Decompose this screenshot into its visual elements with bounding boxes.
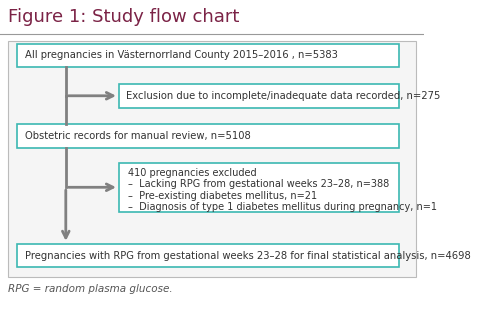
FancyBboxPatch shape	[9, 41, 416, 277]
Text: RPG = random plasma glucose.: RPG = random plasma glucose.	[9, 284, 173, 294]
FancyBboxPatch shape	[119, 84, 399, 108]
Text: Pregnancies with RPG from gestational weeks 23–28 for final statistical analysis: Pregnancies with RPG from gestational we…	[25, 251, 470, 260]
Text: Obstetric records for manual review, n=5108: Obstetric records for manual review, n=5…	[25, 131, 250, 141]
Text: –  Diagnosis of type 1 diabetes mellitus during pregnancy, n=1: – Diagnosis of type 1 diabetes mellitus …	[128, 202, 437, 212]
Text: –  Pre-existing diabetes mellitus, n=21: – Pre-existing diabetes mellitus, n=21	[128, 191, 317, 200]
FancyBboxPatch shape	[17, 124, 399, 148]
FancyBboxPatch shape	[17, 44, 399, 67]
Text: Exclusion due to incomplete/inadequate data recorded, n=275: Exclusion due to incomplete/inadequate d…	[126, 91, 441, 101]
Text: Figure 1: Study flow chart: Figure 1: Study flow chart	[9, 8, 240, 26]
Text: 410 pregnancies excluded: 410 pregnancies excluded	[128, 168, 257, 178]
Text: All pregnancies in Västernorrland County 2015–2016 , n=5383: All pregnancies in Västernorrland County…	[25, 51, 338, 60]
FancyBboxPatch shape	[119, 163, 399, 212]
FancyBboxPatch shape	[17, 244, 399, 267]
Text: –  Lacking RPG from gestational weeks 23–28, n=388: – Lacking RPG from gestational weeks 23–…	[128, 179, 389, 189]
